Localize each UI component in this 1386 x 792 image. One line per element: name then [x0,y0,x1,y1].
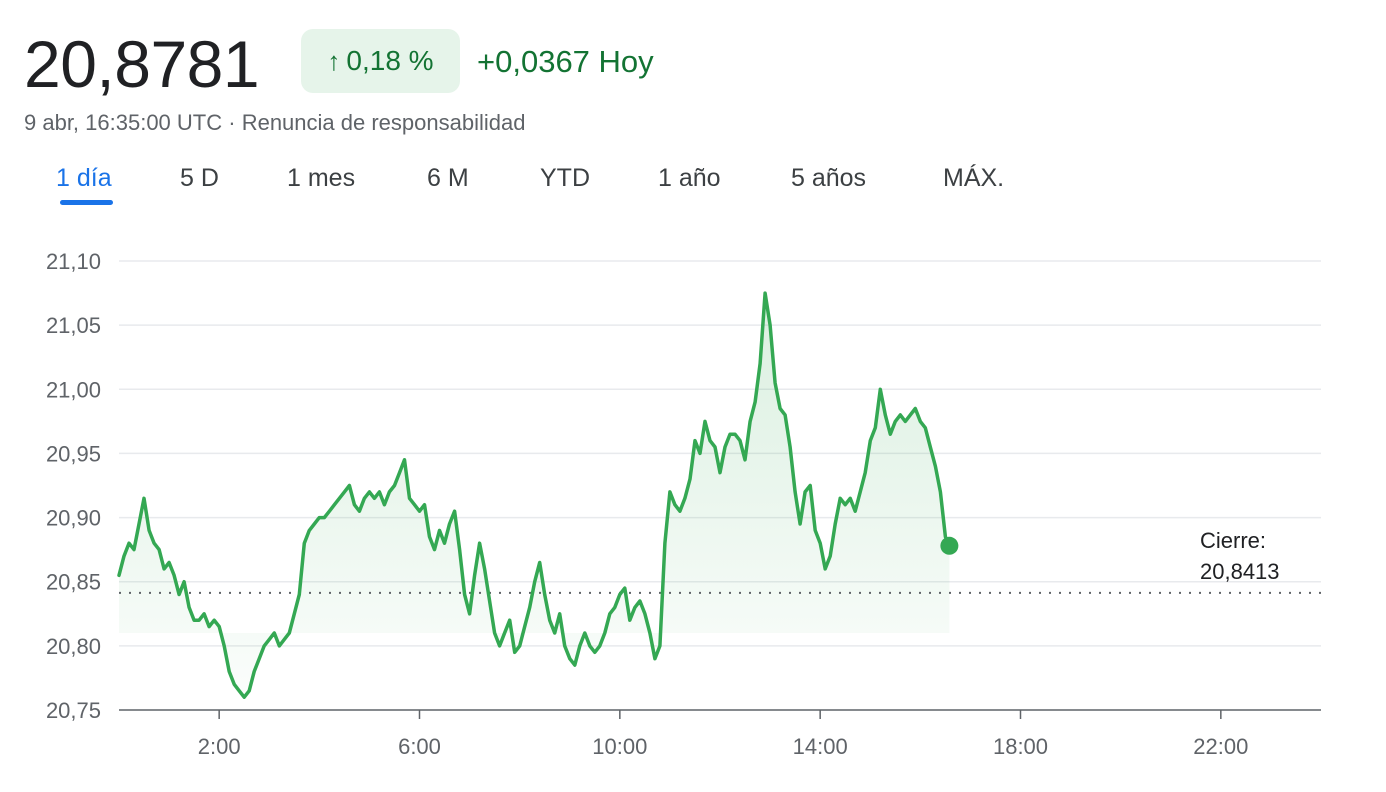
y-tick-label: 20,75 [46,698,101,723]
y-tick-label: 20,80 [46,634,101,659]
tab-ytd[interactable]: YTD [540,164,590,192]
quote-timestamp: 9 abr, 16:35:00 UTC [24,110,223,135]
tab-1-mes[interactable]: 1 mes [287,164,356,192]
arrow-up-icon: ↑ [327,45,341,76]
x-tick-label: 2:00 [198,734,241,759]
price-series-line [117,291,952,699]
y-tick-label: 21,10 [46,249,101,274]
active-tab-indicator [60,200,113,205]
tab-5-anos[interactable]: 5 años [791,164,867,192]
x-tick-label: 14:00 [793,734,848,759]
disclaimer-link[interactable]: Renuncia de responsabilidad [241,110,526,135]
change-percent: 0,18 % [346,45,434,76]
price-area-fill [119,293,950,698]
current-price: 20,8781 [24,27,260,101]
price-chart[interactable]: 20,75 20,80 20,85 20,90 20,95 21,00 21,05 21,10… [0,230,1386,770]
tab-1-ano[interactable]: 1 año [658,164,721,192]
current-price-marker [940,536,959,555]
change-percent-badge: ↑ 0,18 % [301,29,460,93]
y-tick-label: 21,05 [46,313,101,338]
y-tick-label: 20,95 [46,441,101,466]
x-tick-label: 22:00 [1193,734,1248,759]
x-tick-label: 10:00 [592,734,647,759]
previous-close-label: Cierre: [1200,528,1266,553]
y-tick-label: 20,90 [46,506,101,531]
subtitle-separator: · [228,110,236,135]
y-tick-label: 20,85 [46,570,101,595]
change-absolute: +0,0367 Hoy [477,44,654,79]
previous-close-value: 20,8413 [1200,559,1280,584]
x-tick-label: 6:00 [398,734,441,759]
range-tabs: 1 día 5 D 1 mes 6 M YTD 1 año 5 años MÁX… [0,160,1386,210]
x-tick-label: 18:00 [993,734,1048,759]
y-axis: 20,75 20,80 20,85 20,90 20,95 21,00 21,05 21,10 [46,249,101,723]
tab-6-m[interactable]: 6 M [427,164,469,192]
x-axis: 2:00 6:00 10:00 14:00 18:00 22:00 [119,709,1321,759]
y-tick-label: 21,00 [46,377,101,402]
tab-max[interactable]: MÁX. [943,164,1005,192]
quote-subtitle: 9 abr, 16:35:00 UTC · Renuncia de respon… [24,110,525,136]
tab-5-d[interactable]: 5 D [180,164,219,192]
tab-1-dia[interactable]: 1 día [56,164,112,192]
